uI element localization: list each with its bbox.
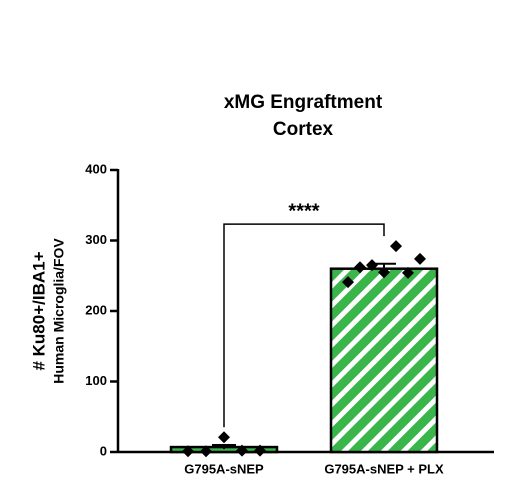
y-tick-label: 0 xyxy=(100,443,107,458)
error-bar xyxy=(212,443,236,450)
data-point xyxy=(182,445,194,458)
data-point xyxy=(218,431,230,444)
bar xyxy=(329,267,439,454)
x-tick-label: G795A-sNEP + PLX xyxy=(324,461,444,476)
data-point xyxy=(254,444,266,457)
significance-bracket xyxy=(223,223,385,428)
data-point xyxy=(390,240,402,253)
y-axis-label: Human Microglia/FOV xyxy=(51,238,67,384)
significance-label: **** xyxy=(288,200,319,222)
data-point xyxy=(354,261,366,274)
y-axis-label: # Ku80+/IBA1+ xyxy=(29,251,48,370)
data-point xyxy=(236,444,248,457)
chart-title: xMG Engraftment xyxy=(224,92,383,113)
data-point xyxy=(342,276,354,289)
y-tick-label: 400 xyxy=(85,161,107,176)
x-tick-label: G795A-sNEP xyxy=(184,461,264,476)
y-tick-label: 100 xyxy=(85,373,107,388)
data-point xyxy=(378,266,390,279)
y-tick-label: 200 xyxy=(85,302,107,317)
data-point xyxy=(414,252,426,265)
data-point xyxy=(200,445,212,458)
data-point xyxy=(402,266,414,279)
y-tick-label: 300 xyxy=(85,232,107,247)
data-point xyxy=(366,259,378,272)
chart-subtitle: Cortex xyxy=(273,119,334,140)
